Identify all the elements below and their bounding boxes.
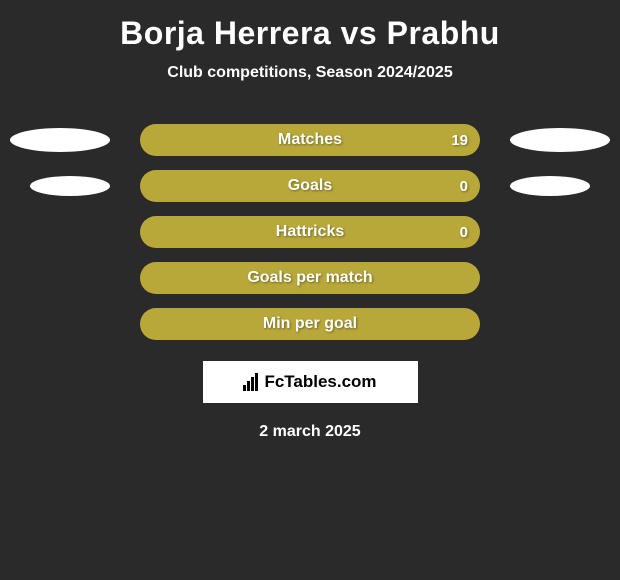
stat-label: Matches	[278, 131, 342, 149]
stat-bar: Goals per match	[140, 262, 480, 294]
ellipse-right	[510, 176, 590, 196]
stat-row: Goals 0	[0, 163, 620, 209]
stat-row: Hattricks 0	[0, 209, 620, 255]
stat-value-right: 0	[460, 224, 468, 241]
stat-row: Goals per match	[0, 255, 620, 301]
stats-area: Matches 19 Goals 0 Hattricks 0 Goals per match…	[0, 117, 620, 347]
subtitle: Club competitions, Season 2024/2025	[0, 64, 620, 82]
stat-bar: Min per goal	[140, 308, 480, 340]
stat-value-right: 19	[451, 132, 468, 149]
chart-container: Borja Herrera vs Prabhu Club competition…	[0, 0, 620, 451]
stat-label: Goals	[288, 177, 332, 195]
stat-row: Matches 19	[0, 117, 620, 163]
page-title: Borja Herrera vs Prabhu	[0, 15, 620, 52]
stat-bar: Hattricks 0	[140, 216, 480, 248]
stat-row: Min per goal	[0, 301, 620, 347]
ellipse-right	[510, 128, 610, 152]
stat-label: Min per goal	[263, 315, 357, 333]
date-label: 2 march 2025	[0, 423, 620, 441]
stat-value-right: 0	[460, 178, 468, 195]
stat-label: Goals per match	[247, 269, 372, 287]
stat-label: Hattricks	[276, 223, 344, 241]
stat-bar: Goals 0	[140, 170, 480, 202]
ellipse-left	[10, 128, 110, 152]
bar-chart-icon	[243, 373, 258, 391]
stat-bar: Matches 19	[140, 124, 480, 156]
logo-text: FcTables.com	[264, 372, 376, 392]
ellipse-left	[30, 176, 110, 196]
logo-box: FcTables.com	[203, 361, 418, 403]
